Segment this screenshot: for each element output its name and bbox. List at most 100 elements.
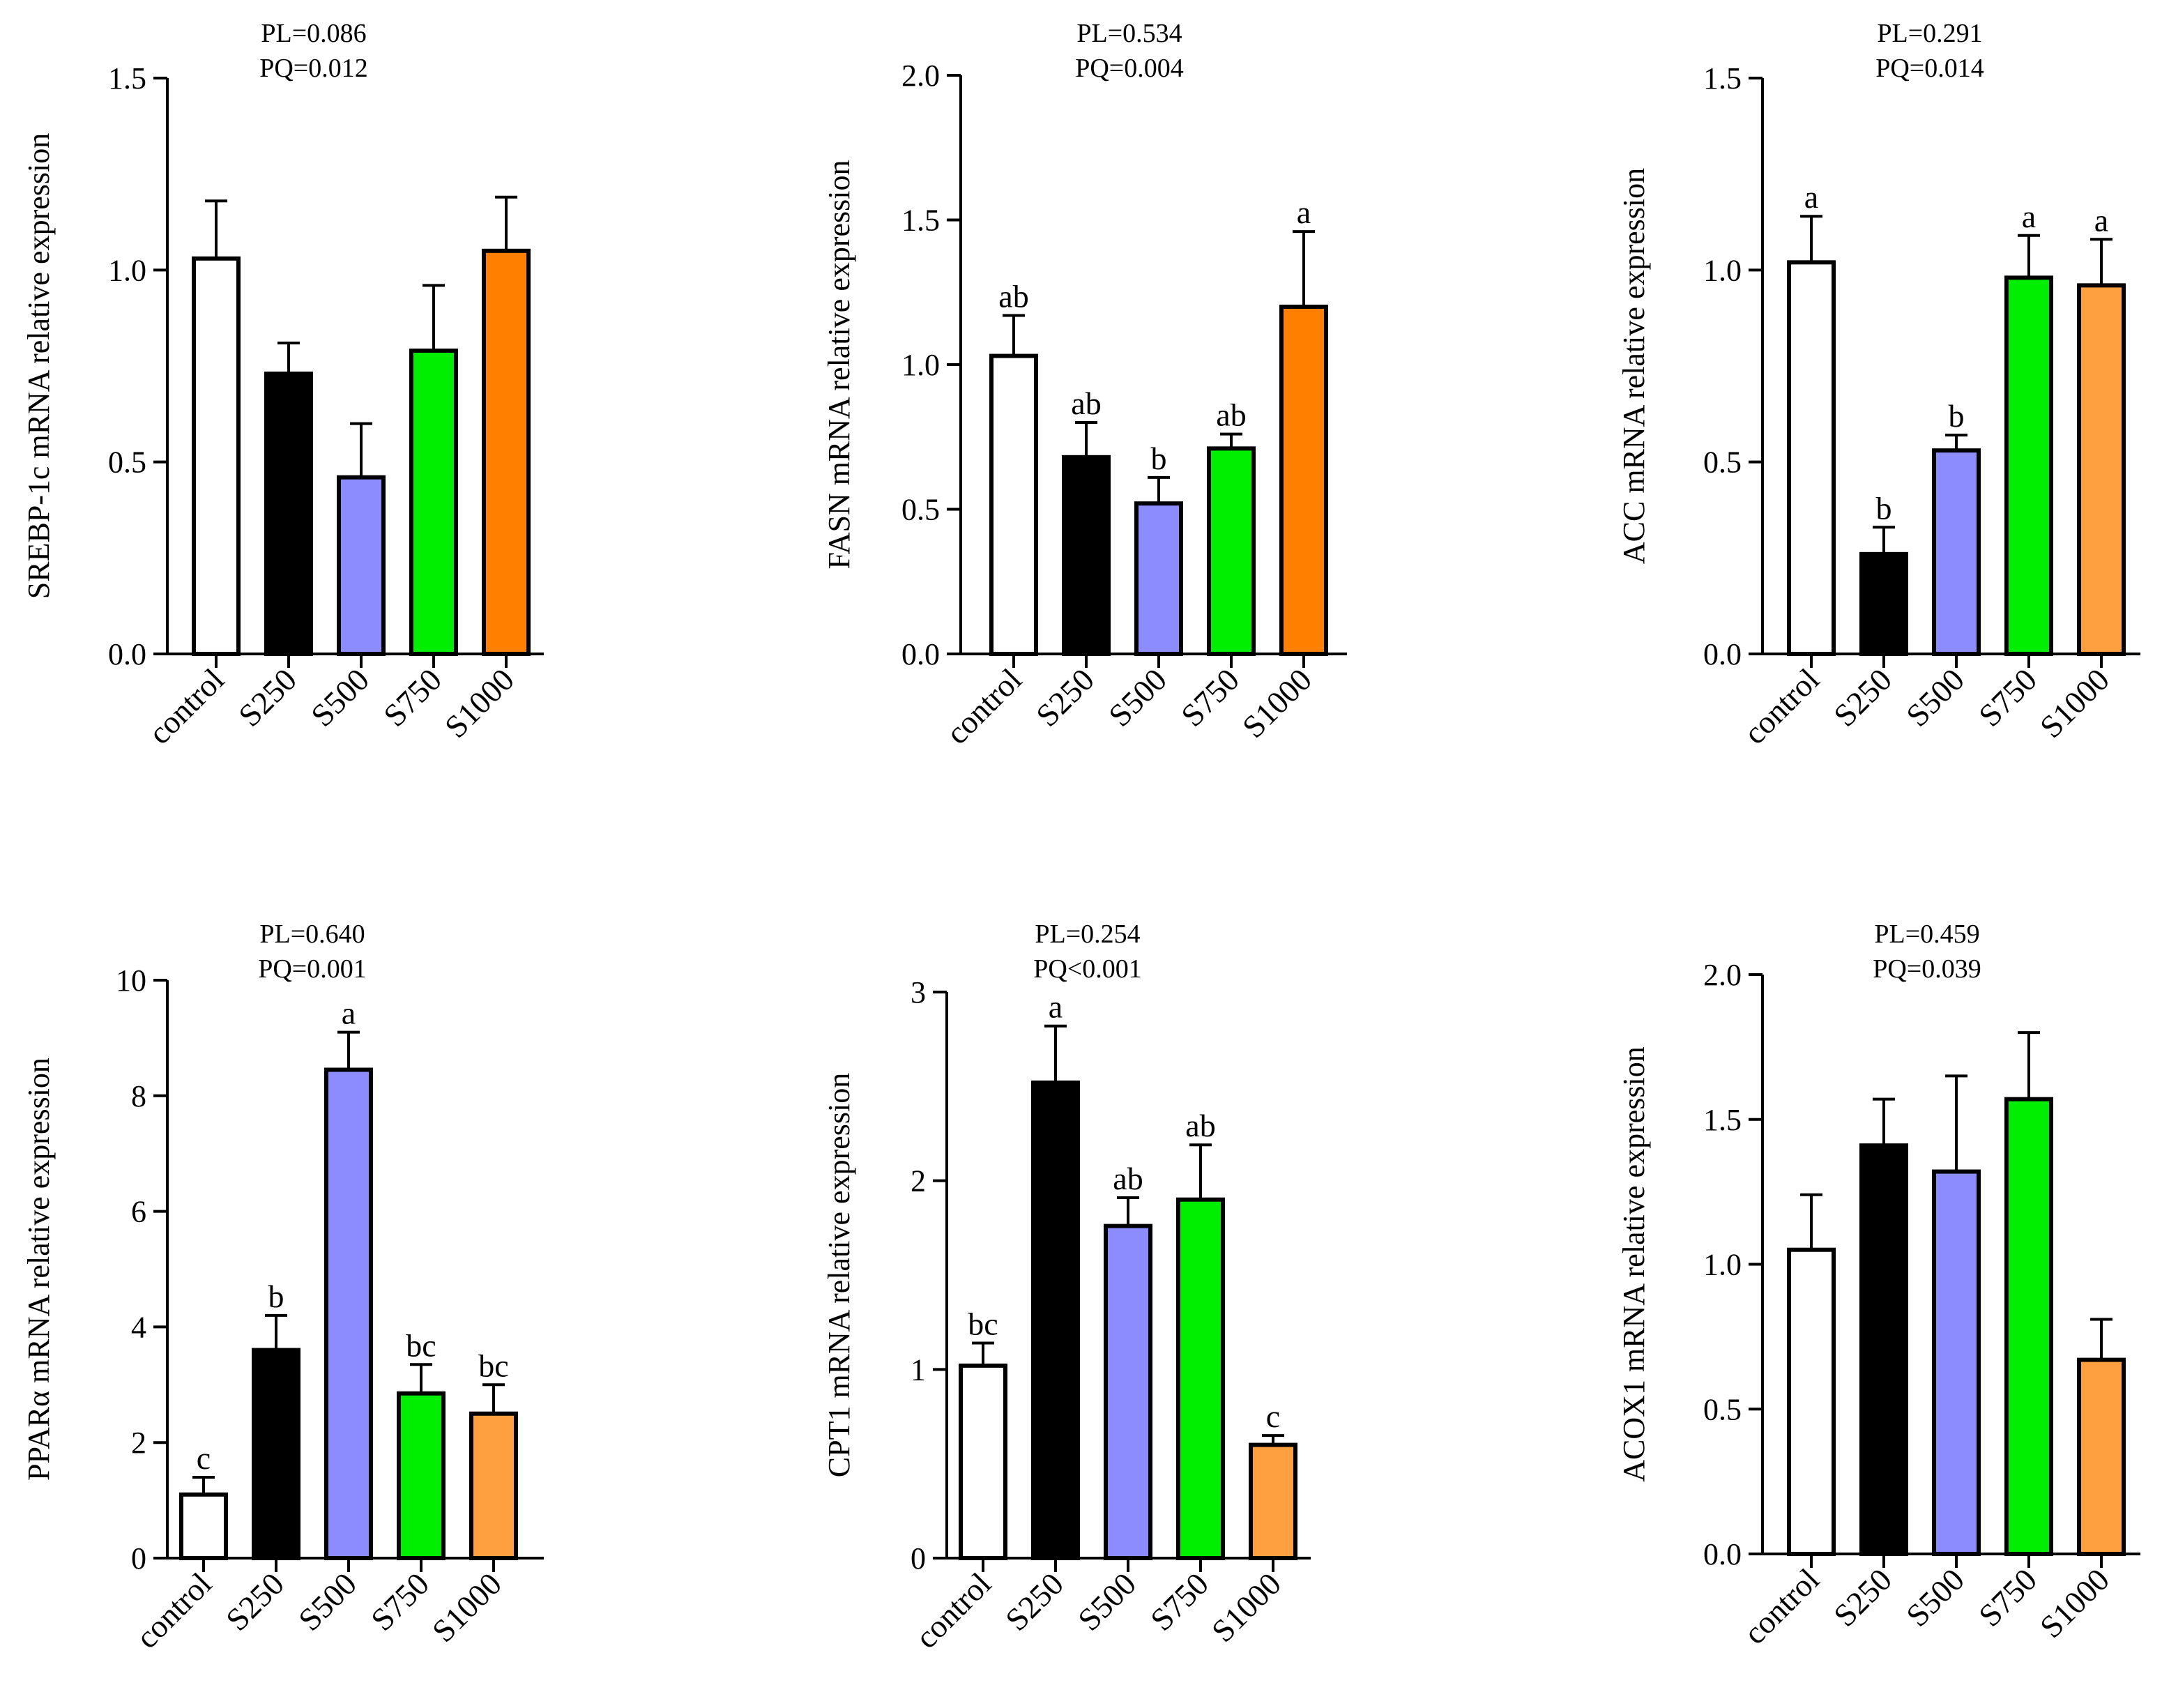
y-tick-label: 2.0 [1703,958,1742,992]
x-tick-label: S1000 [1235,662,1318,745]
significance-letter: c [197,1440,211,1476]
x-tick-label: S500 [291,1566,363,1638]
bar [1207,446,1256,656]
bar [324,1067,373,1560]
p-value-label: PL=0.459 [1874,920,1979,949]
x-tick-label: control [142,662,231,751]
y-tick-label: 1.0 [1703,253,1742,287]
x-tick-label: S250 [1029,662,1101,733]
x-tick-label: S250 [998,1566,1070,1638]
p-value-label: PL=0.640 [259,920,365,949]
p-value-label: PQ=0.004 [1075,54,1184,83]
significance-letter: a [2094,202,2108,238]
x-tick-label: S250 [1827,662,1898,733]
significance-letter: c [1266,1398,1280,1434]
x-tick-label: S750 [1174,662,1246,733]
y-tick-label: 1.0 [901,348,940,382]
bar [192,256,241,656]
y-tick-label: 0 [131,1541,146,1576]
bar [409,348,458,656]
significance-letter: a [1297,195,1311,230]
p-value-label: PL=0.291 [1877,19,1982,48]
x-tick-label: S1000 [2033,1562,2116,1645]
y-tick-label: 1.5 [1703,1103,1742,1137]
significance-letter: b [1949,398,1965,434]
x-tick-label: control [908,1566,998,1655]
y-axis-label: PPARα mRNA relative expression [22,1058,56,1481]
x-tick-label: S1000 [438,662,521,745]
bar [1859,551,1908,656]
y-axis-label: SREBP-1c mRNA relative expression [22,133,56,600]
significance-letter: b [1876,490,1892,526]
significance-letter: a [342,996,356,1031]
bar [1031,1080,1080,1561]
y-tick-label: 3 [911,975,926,1009]
significance-letter: a [2022,199,2036,234]
y-tick-label: 0.0 [901,637,940,671]
y-tick-label: 1 [911,1352,926,1387]
y-tick-label: 1.5 [108,61,146,96]
x-tick-label: control [939,662,1028,751]
p-value-label: PQ=0.014 [1875,54,1984,83]
bar [1249,1442,1297,1561]
bar [1859,1143,1908,1556]
bar [252,1348,300,1561]
chart-panel-5: PL=0.254 PQ<0.001 CPT1 mRNA relative expre… [822,920,1311,1655]
x-tick-label: S500 [1071,1566,1143,1638]
y-tick-label: 0.5 [901,493,940,527]
bar [2077,1357,2126,1556]
bar [1176,1197,1225,1560]
y-tick-label: 4 [131,1310,146,1344]
bar [179,1492,228,1561]
p-value-label: PQ=0.001 [258,954,367,984]
x-tick-label: S500 [304,662,376,733]
y-axis-label: ACC mRNA relative expression [1617,168,1651,564]
significance-letter: bc [968,1306,998,1341]
y-axis-label: FASN mRNA relative expression [822,160,856,569]
x-tick-label: S500 [1899,1562,1971,1633]
bar [1787,1247,1836,1556]
bar [337,475,386,657]
significance-letter: ab [1071,386,1101,421]
bar [397,1391,446,1560]
y-tick-label: 0.0 [108,637,146,671]
bar [2077,283,2126,656]
y-tick-label: 2 [911,1164,926,1198]
significance-letter: ab [1216,397,1246,433]
significance-letter: bc [478,1348,508,1383]
y-tick-label: 0.0 [1703,1537,1742,1571]
y-tick-label: 2 [131,1426,146,1460]
p-value-label: PQ=0.039 [1873,954,1981,984]
y-axis-label: ACOX1 mRNA relative expression [1617,1046,1651,1481]
bar [1932,448,1981,656]
y-tick-label: 0.0 [1703,637,1742,671]
x-tick-label: S250 [1827,1562,1898,1633]
y-tick-label: 2.0 [901,59,940,93]
x-tick-label: S750 [1972,1562,2043,1633]
p-value-label: PL=0.086 [261,19,366,48]
bar [989,353,1038,656]
bar [1104,1223,1152,1561]
significance-letter: ab [1113,1161,1143,1196]
bar [1279,305,1328,656]
chart-panel-1: PL=0.086 PQ=0.012 SREBP-1c mRNA relative e… [22,19,544,751]
x-tick-label: S500 [1102,662,1173,733]
y-tick-label: 0.5 [108,445,146,480]
y-tick-label: 1.5 [901,204,940,238]
y-tick-label: 1.5 [1703,61,1742,96]
bar [2004,1097,2053,1557]
significance-letter: ab [1185,1108,1215,1143]
x-tick-label: S1000 [2033,662,2116,745]
y-tick-label: 0.5 [1703,445,1742,480]
y-tick-label: 8 [131,1079,146,1113]
p-value-label: PQ<0.001 [1033,954,1142,984]
bar [264,372,313,656]
x-tick-label: S1000 [425,1566,508,1649]
bar [482,248,531,656]
chart-panel-6: PL=0.459 PQ=0.039 ACOX1 mRNA relative expr… [1617,920,2140,1651]
p-value-label: PQ=0.012 [259,54,368,83]
x-tick-label: control [129,1566,218,1655]
x-tick-label: S750 [376,662,448,733]
x-tick-label: S750 [364,1566,436,1638]
